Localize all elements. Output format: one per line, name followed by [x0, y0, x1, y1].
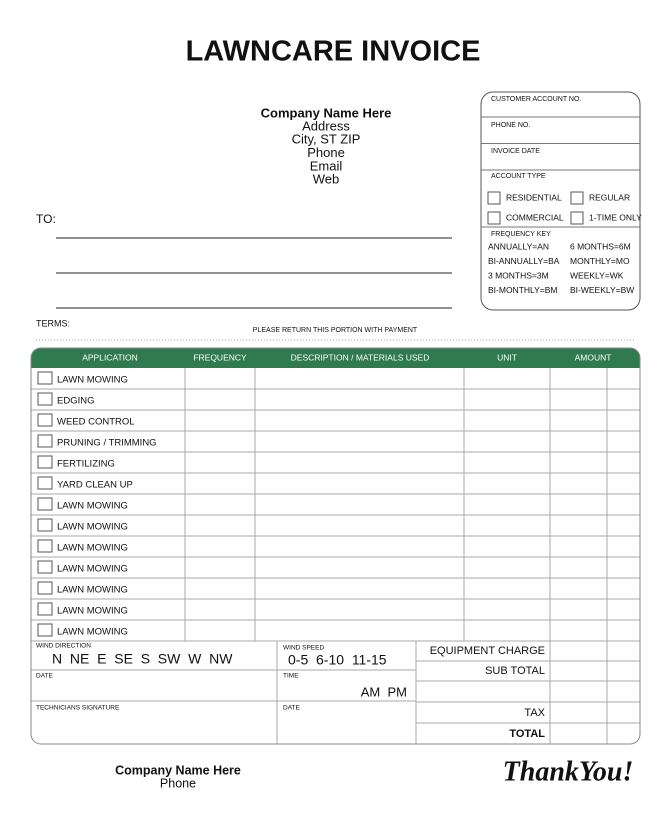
account-type: COMMERCIAL	[506, 212, 564, 222]
application-item: LAWN MOWING	[57, 522, 128, 533]
return-note: PLEASE RETURN THIS PORTION WITH PAYMENT	[253, 327, 418, 334]
application-item: LAWN MOWING	[57, 375, 128, 386]
table-header	[31, 348, 640, 368]
application-item: LAWN MOWING	[57, 564, 128, 575]
total-label: SUB TOTAL	[485, 665, 545, 677]
company-line: Web	[313, 172, 340, 187]
frequency-key: MONTHLY=MO	[570, 256, 630, 266]
checkbox	[37, 602, 53, 616]
application-item: LAWN MOWING	[57, 543, 128, 554]
to-label: TO:	[36, 212, 56, 226]
frequency-key: BI-MONTHLY=BM	[488, 285, 558, 295]
checkbox	[37, 434, 53, 448]
terms-label: TERMS:	[36, 318, 70, 328]
field-label: INVOICE DATE	[491, 148, 540, 155]
wind-speeds: 0-5 6-10 11-15	[288, 652, 387, 668]
wind-directions: N NE E SE S SW W NW	[52, 651, 233, 667]
checkbox	[37, 455, 53, 469]
column-header: APPLICATION	[82, 352, 138, 362]
total-label: EQUIPMENT CHARGE	[430, 645, 545, 657]
frequency-key: 3 MONTHS=3M	[488, 270, 549, 280]
checkbox	[487, 191, 501, 205]
field-label: WIND SPEED	[283, 645, 324, 652]
footer-phone: Phone	[160, 776, 196, 790]
time-options: AM PM	[361, 684, 407, 699]
table-border	[30, 347, 641, 745]
checkbox	[37, 539, 53, 553]
frequency-key: ANNUALLY=AN	[488, 241, 549, 251]
field-label: CUSTOMER ACCOUNT NO.	[491, 96, 581, 103]
checkbox	[487, 211, 501, 225]
checkbox	[37, 581, 53, 595]
application-item: EDGING	[57, 396, 94, 407]
application-item: YARD CLEAN UP	[57, 480, 133, 491]
checkbox	[570, 211, 584, 225]
application-item: WEED CONTROL	[57, 417, 135, 428]
field-label: DATE	[283, 705, 301, 712]
field-label: DATE	[36, 673, 54, 680]
account-type: RESIDENTIAL	[506, 192, 562, 202]
frequency-key: 6 MONTHS=6M	[570, 241, 631, 251]
total-label: TOTAL	[509, 728, 545, 740]
column-header: UNIT	[497, 352, 517, 362]
field-label: ACCOUNT TYPE	[491, 173, 546, 180]
column-header: DESCRIPTION / MATERIALS USED	[291, 352, 430, 362]
application-item: LAWN MOWING	[57, 606, 128, 617]
thank-you: ThankYou!	[503, 756, 634, 787]
account-type: 1-TIME ONLY	[589, 212, 642, 222]
company-line: Email	[310, 158, 343, 173]
column-header: FREQUENCY	[193, 352, 247, 362]
company-line: Address	[302, 118, 350, 133]
checkbox	[570, 191, 584, 205]
frequency-key: BI-ANNUALLY=BA	[488, 256, 560, 266]
checkbox	[37, 392, 53, 406]
company-line: City, ST ZIP	[292, 132, 361, 147]
checkbox	[37, 371, 53, 385]
field-label: TECHNICIANS SIGNATURE	[36, 705, 120, 712]
checkbox	[37, 560, 53, 574]
account-box	[480, 91, 641, 311]
application-item: FERTILIZING	[57, 459, 115, 470]
checkbox	[37, 476, 53, 490]
total-label: TAX	[524, 707, 545, 719]
application-item: PRUNING / TRIMMING	[57, 438, 157, 449]
company-name: Company Name Here	[261, 105, 392, 120]
checkbox	[37, 413, 53, 427]
field-label: WIND DIRECTION	[36, 643, 91, 650]
field-label: TIME	[283, 673, 299, 680]
field-label: PHONE NO.	[491, 122, 530, 129]
checkbox	[37, 497, 53, 511]
title: LAWNCARE INVOICE	[186, 36, 481, 68]
application-item: LAWN MOWING	[57, 585, 128, 596]
application-item: LAWN MOWING	[57, 627, 128, 638]
checkbox	[37, 518, 53, 532]
company-line: Phone	[307, 145, 345, 160]
checkbox	[37, 623, 53, 637]
column-header: AMOUNT	[575, 352, 612, 362]
account-type: REGULAR	[589, 192, 630, 202]
frequency-key: WEEKLY=WK	[570, 270, 624, 280]
frequency-key: BI-WEEKLY=BW	[570, 285, 634, 295]
footer-company: Company Name Here	[115, 763, 241, 777]
application-item: LAWN MOWING	[57, 501, 128, 512]
field-label: FREQUENCY KEY	[491, 231, 551, 238]
